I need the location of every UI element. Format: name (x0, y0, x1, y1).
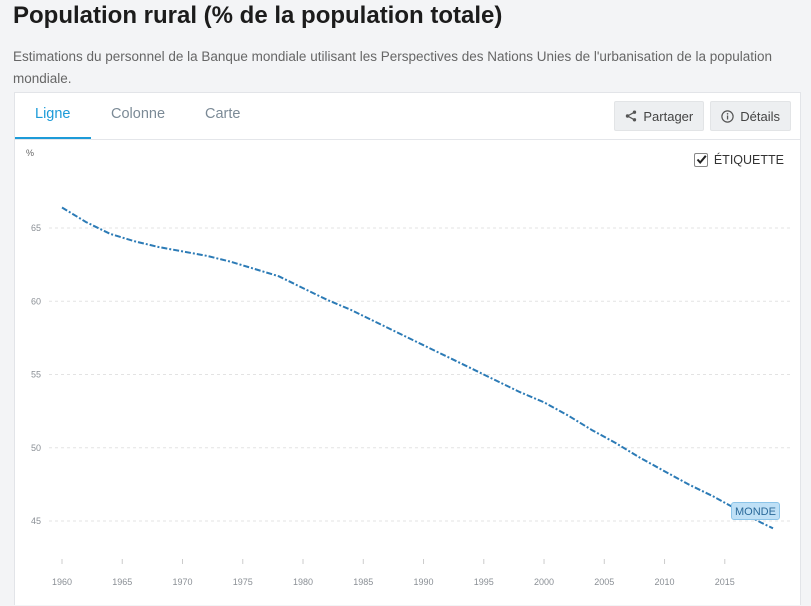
checkmark-icon (696, 155, 707, 165)
x-tick-label: 1965 (112, 577, 132, 587)
details-button[interactable]: Détails (710, 101, 791, 131)
x-tick-label: 1990 (414, 577, 434, 587)
y-tick-label: 50 (31, 443, 41, 453)
tab-divider (15, 139, 800, 140)
page-subtitle: Estimations du personnel de la Banque mo… (13, 49, 773, 86)
y-tick-label: 65 (31, 223, 41, 233)
x-tick-label: 2015 (715, 577, 735, 587)
x-tick-label: 1960 (52, 577, 72, 587)
label-toggle[interactable]: ÉTIQUETTE (693, 153, 784, 167)
share-button[interactable]: Partager (614, 101, 705, 131)
y-tick-label: 45 (31, 516, 41, 526)
share-label: Partager (643, 108, 694, 124)
chart-card: Ligne Colonne Carte Partager (14, 92, 801, 605)
series-line-monde (61, 206, 774, 530)
share-icon (625, 110, 637, 122)
details-label: Détails (740, 108, 780, 124)
x-tick-label: 1980 (293, 577, 313, 587)
y-tick-label: 55 (31, 370, 41, 380)
chart-actions: Partager Détails (614, 101, 791, 131)
chart-type-tabs: Ligne Colonne Carte (15, 93, 260, 139)
x-tick-label: 2000 (534, 577, 554, 587)
y-axis-ticks: 45 50 55 60 65 (31, 223, 41, 526)
x-tick-label: 2005 (594, 577, 614, 587)
y-axis-unit: % (26, 148, 34, 158)
info-icon (721, 109, 734, 123)
y-tick-label: 60 (31, 296, 41, 306)
label-toggle-text: ÉTIQUETTE (713, 153, 784, 167)
x-tick-label: 1975 (233, 577, 253, 587)
series-label-monde: MONDE (731, 502, 780, 521)
page-title: Population rural (% de la population tot… (13, 2, 503, 29)
tab-column[interactable]: Colonne (111, 106, 166, 122)
x-tick-label: 1970 (172, 577, 192, 587)
label-checkbox[interactable] (693, 153, 708, 167)
tab-line[interactable]: Ligne (15, 93, 91, 139)
x-tick-label: 1985 (353, 577, 373, 587)
grid-lines (49, 227, 793, 522)
tab-map[interactable]: Carte (205, 106, 241, 122)
x-tick-label: 2010 (655, 577, 675, 587)
x-tick-label: 1995 (474, 577, 494, 587)
x-axis-ticks: 1960 1965 1970 1975 1980 1985 1990 1995 2000 2005… (52, 559, 735, 587)
